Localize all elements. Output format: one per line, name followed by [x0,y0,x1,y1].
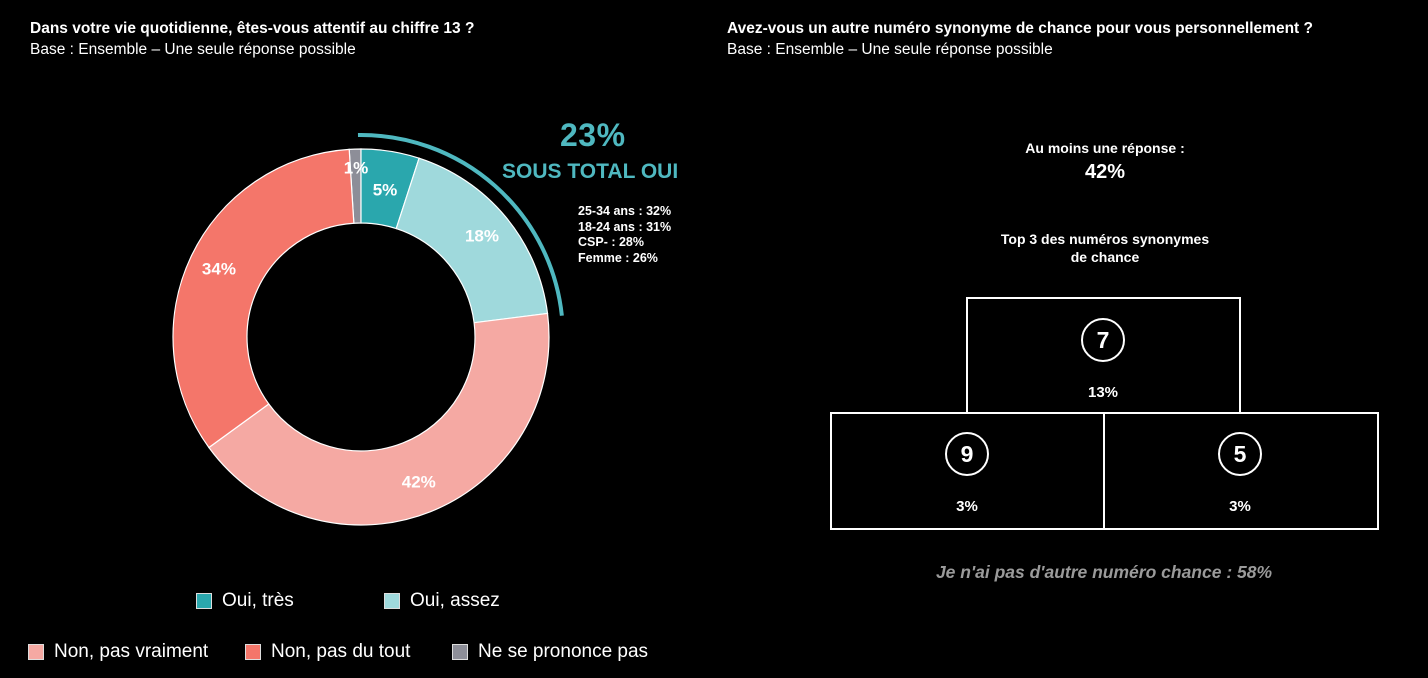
subtotal-detail-item: 25-34 ans : 32% [578,204,672,218]
right-chart-title: Avez-vous un autre numéro synonyme de ch… [727,20,1313,37]
legend-label: Oui, très [222,590,294,611]
slice-non-pas-du-tout [172,148,355,449]
slice-label: 42% [402,472,436,491]
legend-label: Ne se prononce pas [478,641,649,662]
subtotal-detail-item: 18-24 ans : 31% [578,219,672,234]
subtotal-detail-item: Femme : 26% [578,250,658,265]
slice-label: 18% [465,226,499,245]
at-least-value: 42% [1084,161,1126,183]
legend-label: Non, pas vraiment [54,641,209,662]
legend-item-oui-assez: Oui, assez [384,590,500,612]
left-chart-base: Base : Ensemble – Une seule réponse poss… [30,41,356,58]
legend-item-oui-tres: Oui, très [196,590,294,612]
legend-swatch [452,644,468,660]
subtotal-details: 25-34 ans : 32% 18-24 ans : 31% CSP- : 2… [578,204,671,266]
podium-pct-second: 3% [956,498,978,515]
podium-pct-first: 13% [1087,384,1119,401]
legend-swatch [28,644,44,660]
left-chart-title: Dans votre vie quotidienne, êtes-vous at… [30,20,475,37]
podium-number-third: 5 [1218,432,1262,476]
at-least-label: Au moins une réponse : [1025,140,1185,156]
subtotal-arc [357,133,564,316]
slice-label: 34% [202,260,236,279]
legend-swatch [384,593,400,609]
podium-third-box [1103,412,1379,530]
podium-pct-third: 3% [1229,498,1251,515]
legend-label: Oui, assez [410,590,500,611]
legend-item-non-pas-vraiment: Non, pas vraiment [28,641,208,663]
subtotal-detail-item: CSP- : 28% [578,235,644,249]
legend-swatch [196,593,212,609]
slice-label: 5% [373,180,398,199]
podium-number-first: 7 [1081,318,1125,362]
legend-swatch [245,644,261,660]
right-chart-base: Base : Ensemble – Une seule réponse poss… [727,41,1053,58]
slice-label: 1% [344,158,369,177]
top3-title-line1: Top 3 des numéros synonymes [1000,231,1210,247]
top3-title-line2: de chance [1070,249,1140,265]
donut-chart: 1%5% 18% 42% 34% [172,133,564,526]
legend-item-nsp: Ne se prononce pas [452,641,648,663]
podium-number-second: 9 [945,432,989,476]
slice-non-pas-vraiment [208,312,550,526]
legend-item-non-pas-du-tout: Non, pas du tout [245,641,410,663]
no-other-number-text: Je n'ai pas d'autre numéro chance : 58% [935,562,1273,582]
subtotal-label: SOUS TOTAL OUI [502,160,679,183]
legend-label: Non, pas du tout [271,641,411,662]
subtotal-value: 23% [560,117,626,153]
